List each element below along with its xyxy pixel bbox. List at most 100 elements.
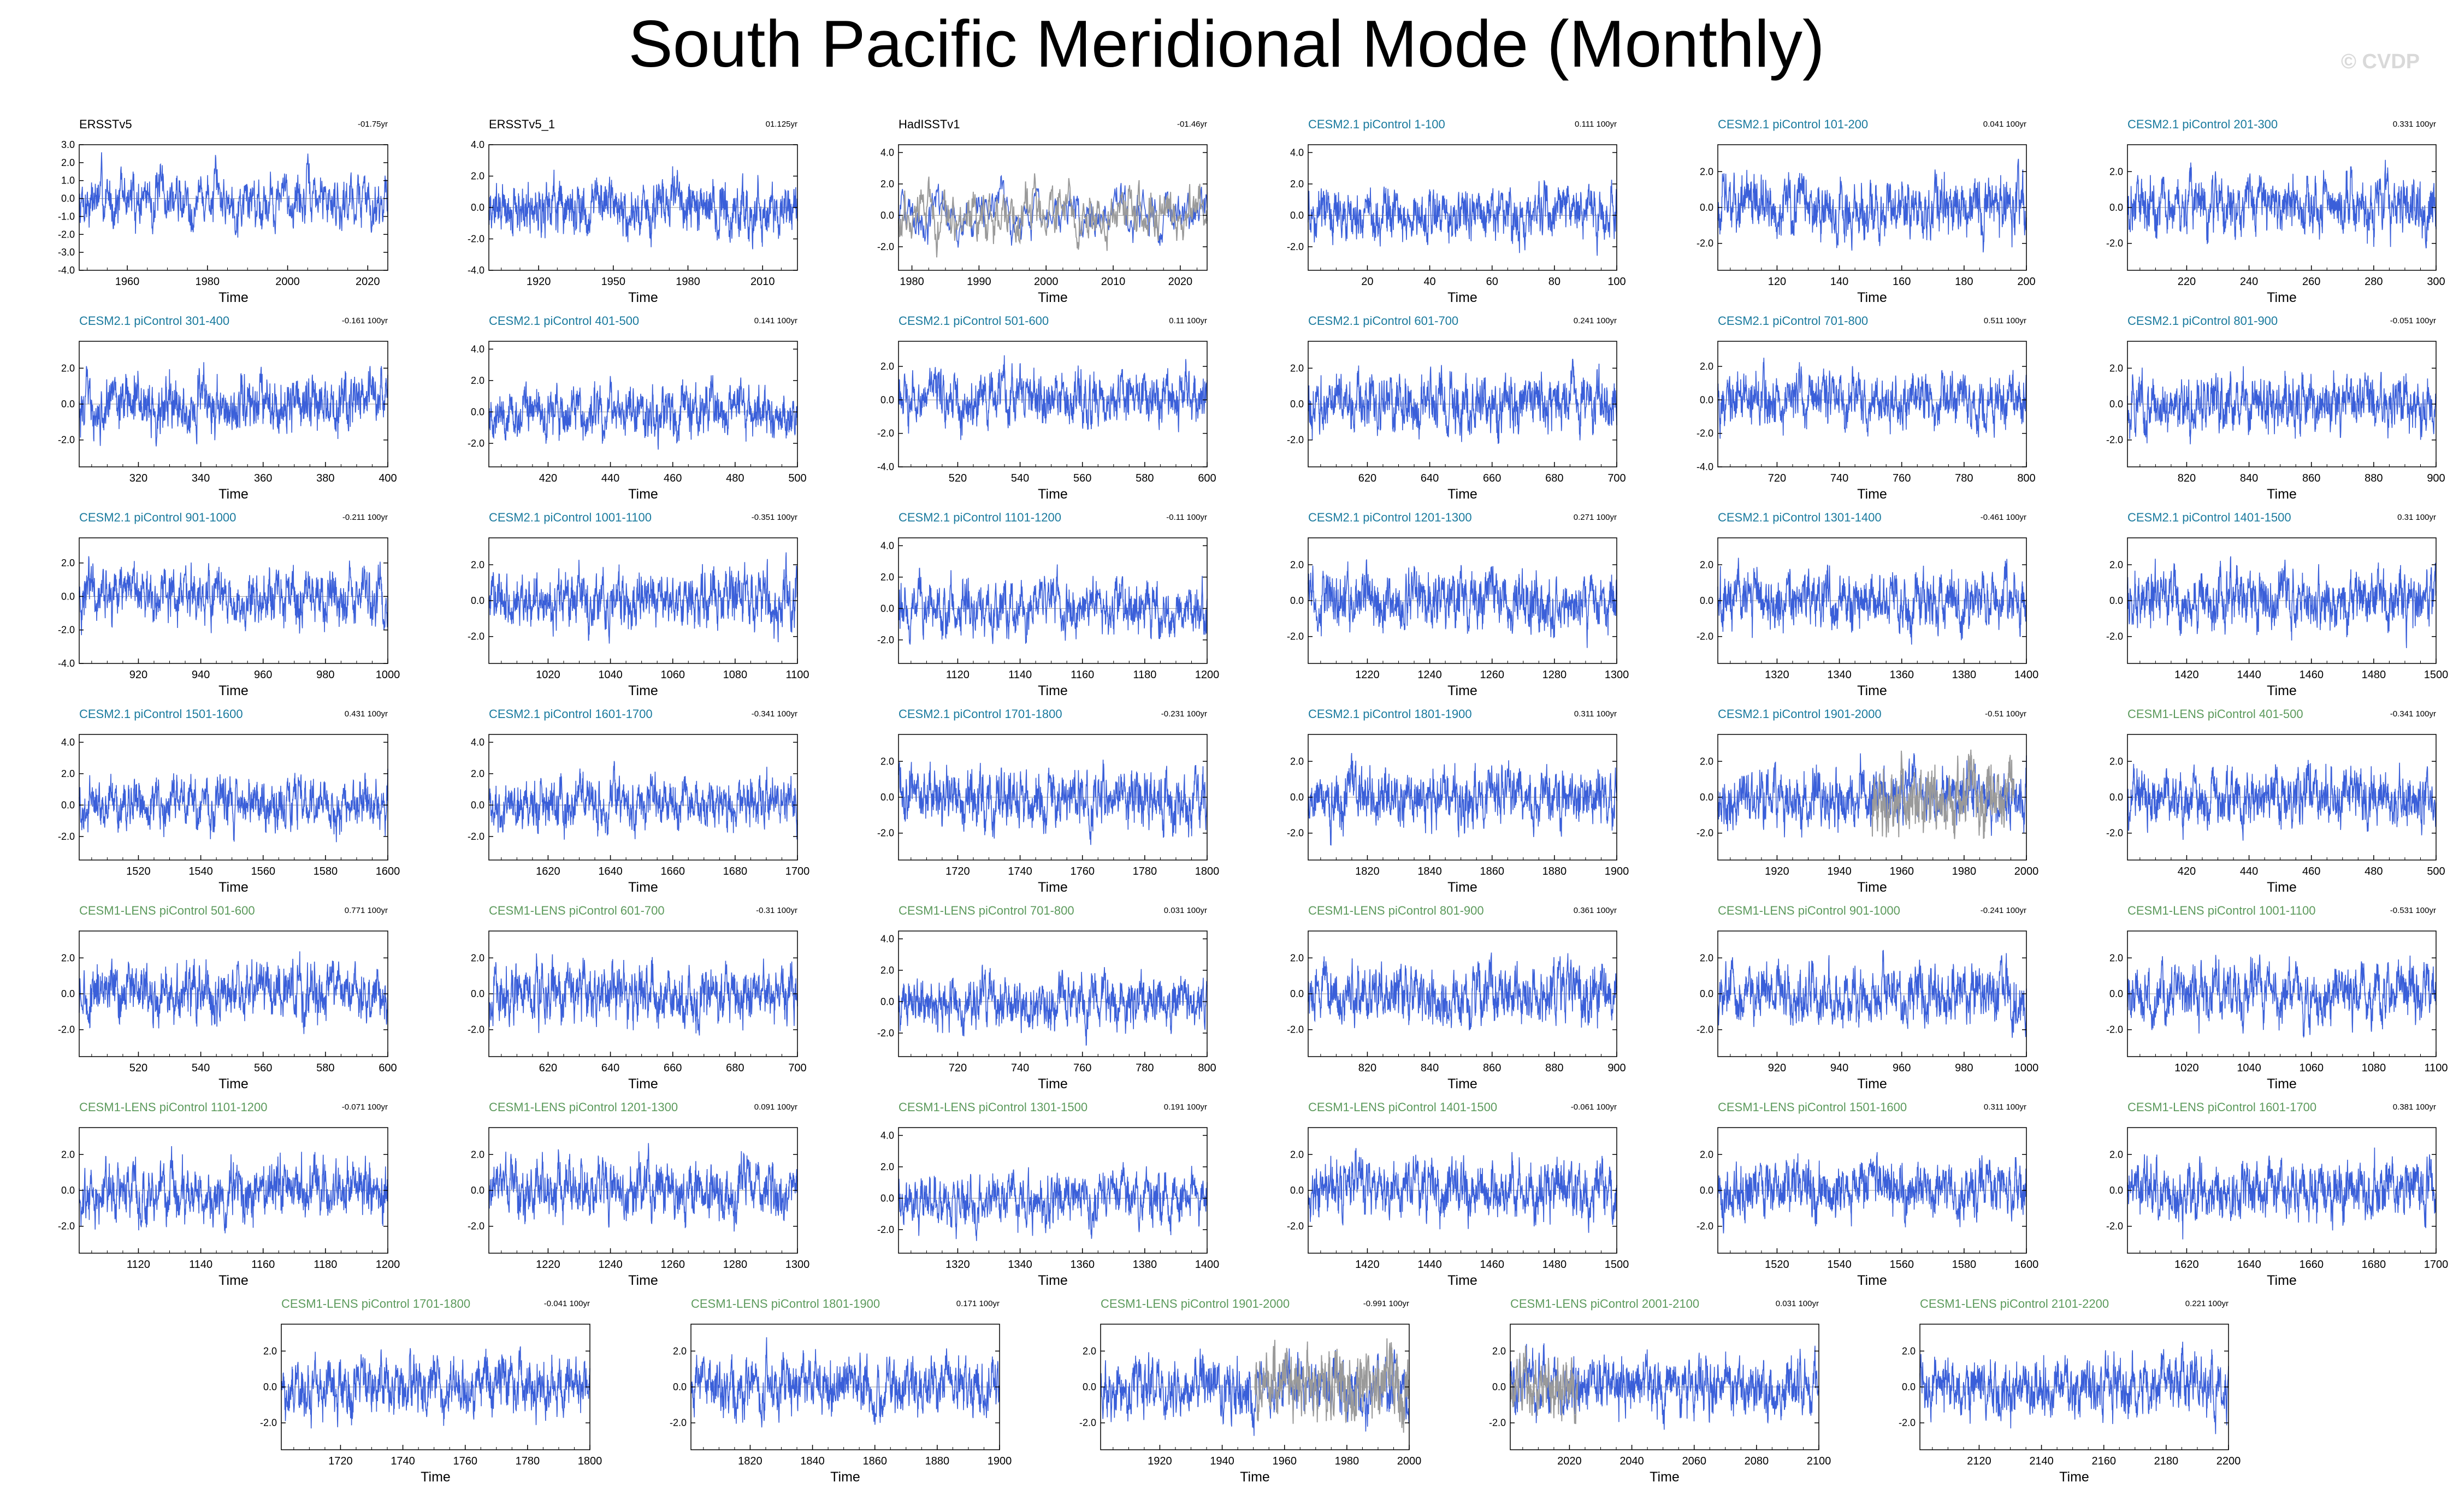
model-series-line	[488, 166, 798, 250]
x-tick-label: 1620	[536, 865, 560, 877]
x-tick-label: 1560	[251, 865, 275, 877]
plot-frame	[1308, 144, 1617, 271]
trend-label: 0.331 100yr	[2392, 120, 2436, 129]
x-tick-label: 1700	[2424, 1259, 2449, 1271]
y-tick-label: -2.0	[877, 1028, 894, 1039]
x-tick-label: 1420	[2174, 669, 2199, 681]
x-tick-label: 1520	[1765, 1259, 1789, 1271]
x-tick-label: 20	[1361, 276, 1373, 288]
x-tick-label: 660	[664, 1062, 682, 1074]
y-tick-label: 0.0	[1492, 1381, 1506, 1392]
x-tick-label: 1020	[536, 669, 560, 681]
trend-label: 0.141 100yr	[754, 316, 797, 325]
page-title: South Pacific Meridional Mode (Monthly)	[628, 7, 1825, 81]
model-series-line	[690, 1337, 1000, 1428]
chart-panel: CESM2.1 piControl 701-800 0.511 100yr 2.0 0…	[1680, 314, 2062, 502]
y-tick-label: -2.0	[670, 1418, 687, 1428]
trend-label: 0.031 100yr	[1163, 906, 1207, 915]
y-tick-label: 2.0	[880, 756, 894, 767]
trend-label: 0.431 100yr	[344, 709, 388, 719]
x-axis-label: Time	[1038, 880, 1068, 895]
x-tick-label: 1860	[862, 1455, 887, 1467]
y-tick-label: 0.0	[880, 210, 894, 221]
y-tick-label: 2.0	[1290, 756, 1304, 767]
y-tick-label: 2.0	[880, 1161, 894, 1172]
chart-svg: 2.0 0.0 -2.0 1020 1040 1060 1080 1100 Time	[468, 537, 809, 698]
x-tick-label: 520	[949, 472, 967, 484]
chart-panel: CESM1-LENS piControl 701-800 0.031 100yr 4…	[860, 904, 1243, 1092]
y-tick-label: 4.0	[471, 737, 484, 748]
chart-panel: CESM1-LENS piControl 1301-1500 0.191 100y…	[860, 1100, 1243, 1288]
x-tick-label: 360	[254, 472, 272, 484]
chart-panel: CESM1-LENS piControl 1101-1200 -0.071 100…	[41, 1100, 423, 1288]
x-tick-label: 760	[1893, 472, 1911, 484]
chart-svg: 4.0 2.0 0.0 -2.0 -4.0 1920 1950 1980 2010 Time	[468, 139, 798, 305]
x-axis-label: Time	[1857, 290, 1887, 305]
chart-svg: 2.0 0.0 -2.0 120 140 160 180 200 Time	[1697, 144, 2036, 305]
y-tick-label: 0.0	[1290, 399, 1304, 410]
x-tick-label: 1100	[785, 669, 809, 681]
x-tick-label: 860	[2302, 472, 2320, 484]
plot-frame	[898, 930, 1208, 1057]
chart-title: CESM2.1 piControl 1301-1400	[1718, 511, 1882, 524]
y-tick-label: -2.0	[1287, 631, 1304, 642]
chart-svg: 4.0 2.0 0.0 -2.0 1520 1540 1560 1580 1600 Time	[58, 734, 400, 895]
x-tick-label: 260	[2302, 276, 2320, 288]
x-tick-label: 100	[1607, 276, 1626, 288]
x-tick-label: 920	[1768, 1062, 1786, 1074]
chart-svg: 2.0 0.0 -2.0 1320 1340 1360 1380 1400 Time	[1697, 537, 2038, 698]
x-tick-label: 2140	[2029, 1455, 2054, 1467]
y-tick-label: 2.0	[471, 768, 484, 779]
x-axis-label: Time	[218, 1273, 249, 1288]
chart-panel: CESM2.1 piControl 1601-1700 -0.341 100yr 4…	[451, 707, 833, 895]
x-tick-label: 660	[1483, 472, 1501, 484]
y-tick-label: -2.0	[877, 428, 894, 439]
x-tick-label: 1440	[1417, 1259, 1442, 1271]
x-tick-label: 1160	[251, 1259, 275, 1271]
x-tick-label: 200	[2017, 276, 2035, 288]
y-tick-label: 2.0	[2109, 756, 2123, 767]
x-tick-label: 1360	[1070, 1259, 1095, 1271]
model-series-line	[1308, 952, 1617, 1030]
y-tick-label: -2.0	[58, 831, 75, 842]
y-tick-label: -2.0	[2106, 435, 2123, 446]
x-tick-label: 1080	[723, 669, 748, 681]
model-series-line	[79, 951, 388, 1034]
y-tick-label: 2.0	[1290, 952, 1304, 963]
chart-title: CESM2.1 piControl 501-600	[899, 314, 1049, 328]
chart-panel: CESM2.1 piControl 501-600 0.11 100yr 2.0 0.…	[860, 314, 1243, 502]
plot-frame	[898, 1127, 1208, 1254]
y-tick-label: -2.0	[877, 828, 894, 839]
plot-frame	[488, 734, 798, 861]
y-tick-label: 2.0	[1700, 166, 1713, 177]
model-series-line	[1717, 950, 2027, 1038]
x-tick-label: 1060	[660, 669, 685, 681]
chart-title: CESM1-LENS piControl 701-800	[899, 904, 1074, 917]
x-tick-label: 1540	[1827, 1259, 1852, 1271]
y-tick-label: -2.0	[1697, 428, 1713, 439]
x-tick-label: 1780	[1133, 865, 1157, 877]
x-tick-label: 1540	[188, 865, 213, 877]
x-tick-label: 280	[2365, 276, 2383, 288]
trend-label: -0.241 100yr	[1980, 906, 2026, 915]
y-tick-label: -2.0	[1287, 241, 1304, 252]
x-axis-label: Time	[628, 1273, 658, 1288]
x-tick-label: 80	[1548, 276, 1561, 288]
model-series-line	[79, 362, 388, 447]
x-axis-label: Time	[218, 1076, 249, 1092]
chart-svg: 4.0 2.0 0.0 -2.0 720 740 760 780 800 Time	[877, 930, 1216, 1092]
x-tick-label: 1920	[527, 276, 551, 288]
chart-title: CESM1-LENS piControl 1001-1100	[2127, 904, 2316, 917]
chart-title: CESM1-LENS piControl 1101-1200	[79, 1100, 268, 1114]
y-tick-label: 2.0	[471, 171, 484, 182]
chart-svg: 2.0 0.0 -2.0 1920 1940 1960 1980 2000 Time	[1697, 734, 2038, 895]
x-tick-label: 2020	[1168, 276, 1193, 288]
y-tick-label: 0.0	[471, 1185, 484, 1196]
x-tick-label: 1720	[328, 1455, 353, 1467]
x-tick-label: 980	[1955, 1062, 1973, 1074]
x-axis-label: Time	[2267, 683, 2297, 698]
y-tick-label: -2.0	[2106, 1221, 2123, 1232]
x-tick-label: 1380	[1133, 1259, 1157, 1271]
observed-series-line	[1254, 1338, 1410, 1433]
chart-title: CESM2.1 piControl 1901-2000	[1718, 707, 1882, 721]
